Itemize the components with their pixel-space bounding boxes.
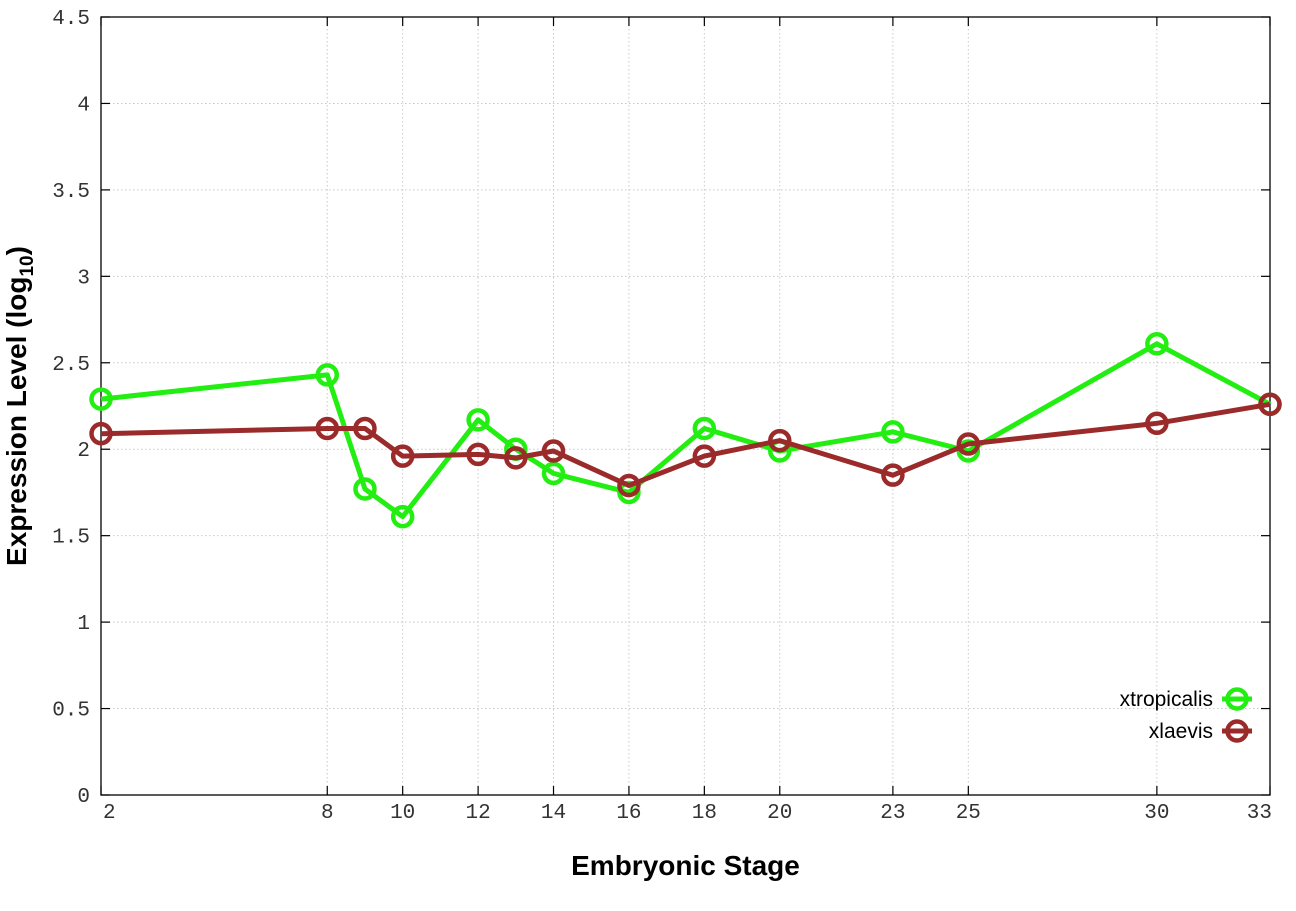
- data-point: [881, 463, 905, 487]
- legend-swatch-marker: [1225, 719, 1249, 743]
- series-lines: [89, 332, 1282, 529]
- y-tick-label: 0: [77, 786, 90, 809]
- y-axis-title-main: Expression Level (log: [1, 277, 32, 566]
- y-tick-label: 1: [77, 613, 90, 636]
- legend-label: xtropicalis: [1120, 688, 1213, 711]
- data-point: [89, 421, 113, 446]
- x-tick-label: 23: [880, 802, 905, 825]
- data-point: [89, 387, 113, 411]
- series-xlaevis: [89, 392, 1282, 498]
- y-tick-label: 1.5: [52, 527, 90, 550]
- y-axis-title: Expression Level (log10): [1, 246, 38, 566]
- data-point: [466, 442, 490, 467]
- x-tick-label: 18: [692, 802, 717, 825]
- legend-swatch-marker: [1225, 687, 1249, 711]
- x-tick-label: 16: [616, 802, 641, 825]
- data-point: [315, 416, 340, 441]
- data-point: [1145, 332, 1169, 356]
- x-tick-label: 20: [767, 802, 792, 825]
- y-tick-label: 3.5: [52, 181, 90, 204]
- data-point: [541, 461, 566, 486]
- data-point: [504, 446, 528, 470]
- x-tick-label: 14: [541, 802, 566, 825]
- legend-item: xlaevis: [1149, 719, 1252, 743]
- plot-frame: [100, 16, 1271, 796]
- y-tick-label: 4.5: [52, 8, 90, 31]
- y-axis-title-close: ): [1, 246, 32, 255]
- data-point: [315, 363, 340, 387]
- y-tick-label: 2.5: [52, 354, 90, 377]
- legend: xtropicalis xlaevis: [1120, 687, 1252, 743]
- x-axis-title: Embryonic Stage: [571, 850, 800, 881]
- data-point: [617, 473, 641, 498]
- y-tick-label: 0.5: [52, 700, 90, 723]
- grid: [101, 17, 1270, 795]
- data-point: [353, 477, 377, 501]
- data-point: [390, 444, 415, 468]
- x-tick-label: 30: [1144, 802, 1169, 825]
- data-point: [353, 416, 377, 441]
- data-point: [466, 408, 490, 432]
- y-tick-label: 3: [77, 267, 90, 290]
- y-axis-title-subscript: 10: [17, 255, 38, 276]
- x-tick-label: 33: [1247, 802, 1272, 825]
- data-point: [1258, 392, 1282, 417]
- x-tick-label: 12: [465, 802, 490, 825]
- data-point: [541, 439, 566, 463]
- data-point: [956, 432, 981, 456]
- legend-label: xlaevis: [1149, 720, 1213, 743]
- axis-ticks: 0 0.5 1 1.5 2 2.5 3 3.5 4 4.5 2 8 10 12 14 16 18 20 23 25 30…: [52, 8, 1272, 825]
- y-tick-label: 4: [77, 94, 90, 117]
- data-point: [390, 504, 415, 529]
- legend-item: xtropicalis: [1120, 687, 1252, 711]
- data-point: [692, 416, 717, 441]
- x-tick-label: 8: [321, 802, 334, 825]
- x-tick-label: 2: [103, 802, 116, 825]
- data-point: [1145, 411, 1169, 436]
- data-point: [956, 439, 981, 463]
- x-tick-label: 10: [390, 802, 415, 825]
- y-tick-label: 2: [77, 440, 90, 463]
- data-point: [768, 428, 792, 453]
- data-point: [692, 444, 717, 468]
- data-point: [881, 420, 905, 444]
- x-tick-label: 25: [956, 802, 981, 825]
